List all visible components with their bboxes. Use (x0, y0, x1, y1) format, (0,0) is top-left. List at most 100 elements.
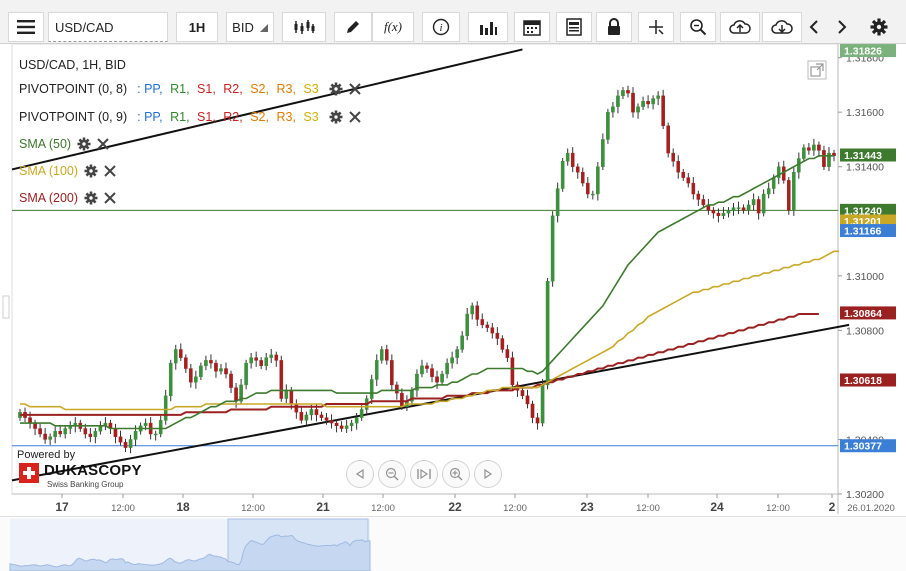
price-tag (840, 44, 896, 58)
candle (369, 379, 374, 399)
navigator-overview[interactable] (0, 516, 906, 571)
volume-bars-icon[interactable] (468, 12, 508, 42)
y-tick-label: 1.31600 (846, 107, 884, 119)
candle (224, 368, 228, 375)
candle (530, 403, 535, 418)
candle (636, 106, 640, 113)
info-icon[interactable]: i (422, 12, 460, 42)
candle (822, 150, 826, 167)
candle (249, 357, 253, 364)
x-tick-label: 12:00 (503, 503, 527, 514)
close-icon[interactable] (348, 83, 361, 95)
candle (711, 210, 716, 214)
chart-header: USD/CAD, 1H, BID (19, 58, 126, 72)
candle (184, 357, 188, 369)
candle (133, 431, 138, 440)
save-template-icon[interactable] (556, 12, 592, 42)
candle (646, 101, 650, 105)
menu-icon[interactable] (8, 12, 44, 42)
candle (143, 422, 148, 427)
sma100-legend: SMA (100) (19, 163, 116, 179)
x-tick-label: 23 (580, 500, 594, 514)
candle (746, 204, 751, 211)
x-tick-label: 17 (55, 500, 69, 514)
candle (344, 425, 349, 429)
candle (43, 433, 47, 440)
sma200-label: SMA (200) (19, 191, 79, 205)
candle (98, 425, 103, 432)
scroll-left-icon[interactable] (800, 12, 828, 42)
pan-left-button[interactable] (346, 460, 374, 488)
candle (128, 439, 133, 448)
calendar-icon[interactable] (514, 12, 550, 42)
settings-gear-icon[interactable] (862, 12, 896, 42)
candle (374, 360, 379, 380)
candle (510, 357, 515, 386)
sma200-line (20, 313, 819, 416)
price-side-button[interactable]: BID (226, 12, 274, 42)
candle (359, 409, 364, 418)
candle (696, 193, 701, 200)
candle (691, 182, 696, 195)
zoom-in-button[interactable] (442, 460, 470, 488)
candle (319, 414, 324, 418)
level-s3: S3 (303, 110, 319, 124)
cloud-download-icon[interactable] (762, 12, 802, 42)
candle (756, 199, 761, 214)
timeframe-button[interactable]: 1H (176, 12, 218, 42)
cloud-upload-icon[interactable] (720, 12, 760, 42)
chart-navigation (346, 460, 502, 488)
zoom-out-button[interactable] (378, 460, 406, 488)
candle (58, 431, 62, 435)
indicators-button[interactable]: f(x) (372, 12, 414, 42)
maximize-icon[interactable] (807, 60, 827, 80)
pivot-name: PIVOTPOINT (0, 8) (19, 82, 128, 96)
candle (641, 101, 645, 107)
symbol-input[interactable]: USD/CAD (48, 12, 168, 42)
x-tick-label: 21 (316, 500, 330, 514)
close-icon[interactable] (104, 165, 116, 177)
candle (540, 384, 545, 424)
candle (304, 414, 309, 421)
scroll-right-icon[interactable] (828, 12, 856, 42)
toolbar: USD/CAD 1H BID f(x) i (0, 0, 906, 44)
candle (163, 395, 168, 421)
svg-text:i: i (439, 22, 442, 34)
pan-right-button[interactable] (474, 460, 502, 488)
candle (93, 431, 98, 437)
candle (400, 392, 404, 407)
draw-pencil-icon[interactable] (334, 12, 372, 42)
close-icon[interactable] (348, 111, 361, 123)
chart-type-icon[interactable] (282, 12, 326, 42)
gear-icon[interactable] (329, 82, 343, 96)
gear-icon[interactable] (84, 164, 98, 178)
candle (209, 360, 213, 364)
crosshair-icon[interactable] (638, 12, 674, 42)
level-s1: S1, (197, 110, 216, 124)
zoom-icon[interactable] (680, 12, 716, 42)
gear-icon[interactable] (84, 191, 98, 205)
candle (671, 152, 676, 162)
gear-icon[interactable] (329, 110, 343, 124)
lock-icon[interactable] (596, 12, 632, 42)
reset-view-button[interactable] (410, 460, 438, 488)
candle (339, 425, 344, 429)
pivot-levels: : PP, R1, S1, R2, S2, R3, S3 (137, 82, 323, 96)
close-icon[interactable] (104, 192, 116, 204)
price-chart[interactable]: 1.302001.304001.308001.310001.314001.316… (0, 44, 906, 516)
candle (385, 349, 389, 361)
candle (264, 357, 269, 367)
level-r2: R2, (223, 82, 243, 96)
close-icon[interactable] (97, 138, 109, 150)
gear-icon[interactable] (77, 137, 91, 151)
candle (475, 305, 480, 320)
candle (38, 428, 42, 435)
zoom-out-icon (385, 467, 399, 481)
candle (88, 433, 93, 437)
dropdown-corner-icon (259, 24, 268, 32)
price-tag (840, 148, 896, 162)
candle (621, 90, 625, 97)
candle (480, 319, 485, 326)
triangle-left-icon (355, 469, 364, 479)
level-r2: R2, (223, 110, 243, 124)
